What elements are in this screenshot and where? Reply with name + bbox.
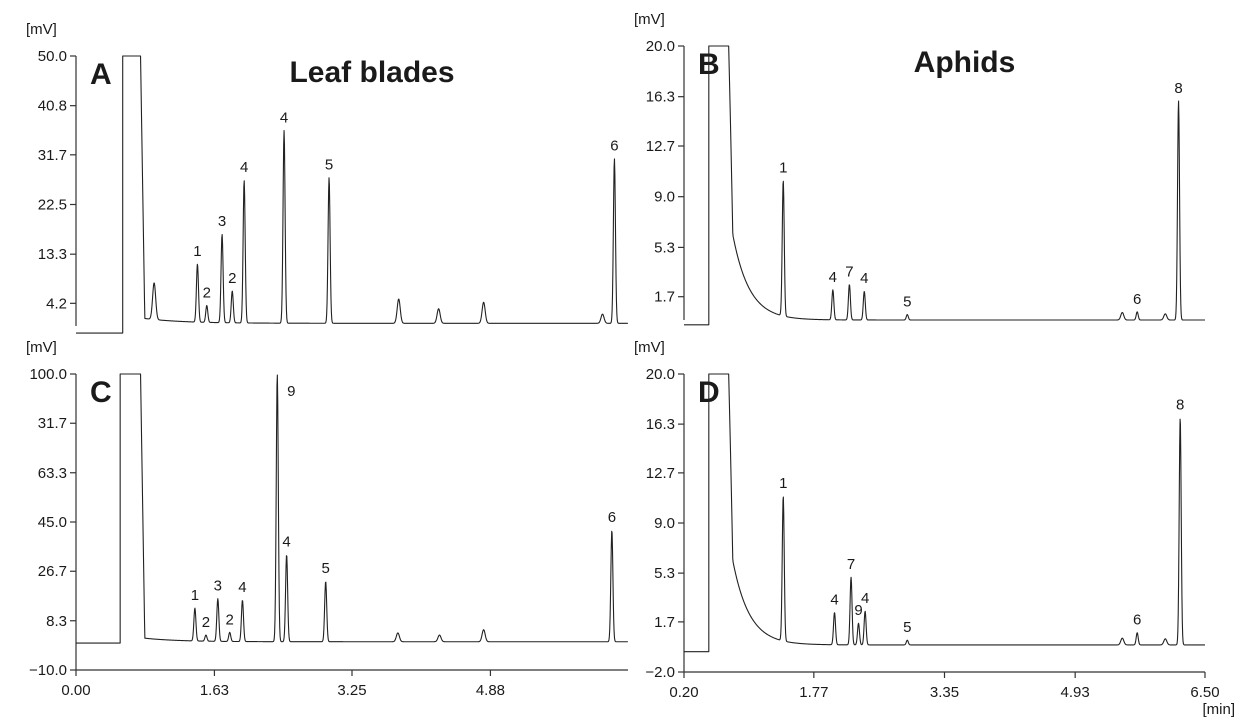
panel-letter: A (90, 58, 112, 91)
y-tick-label: 22.5 (38, 197, 67, 214)
peak-label: 6 (610, 138, 618, 155)
peak-label: 8 (1174, 80, 1182, 97)
x-tick-label: 6.50 (1190, 684, 1219, 701)
peak-label: 2 (203, 284, 211, 301)
y-tick-label: 8.3 (46, 613, 67, 630)
y-tick-label: 9.0 (654, 515, 675, 532)
panel-d-aphids: [mV] −2.0 1.7 5.3 9.0 12.7 16.3 20.0 0.20 1.77 3.3… (634, 339, 1235, 718)
panel-c-leaf-blades: [mV] −10.0 8.3 26.7 45.0 63.3 31.7 100.0 0.00 1.6… (26, 339, 629, 699)
peak-label: 3 (214, 578, 222, 595)
y-tick-label: 5.3 (654, 239, 675, 256)
x-tick-label: 3.35 (930, 684, 959, 701)
peak-label: 9 (287, 383, 295, 400)
y-tick-label: 100.0 (29, 366, 67, 383)
x-tick-label: 0.00 (61, 682, 90, 699)
panel-letter: C (90, 376, 112, 409)
peak-label: 5 (325, 157, 333, 174)
peak-label: 2 (228, 270, 236, 287)
y-unit-label: [mV] (634, 11, 665, 28)
peak-label: 6 (1133, 291, 1141, 308)
y-tick-label: 63.3 (38, 465, 67, 482)
peak-label: 6 (1133, 612, 1141, 629)
y-tick-label: 50.0 (38, 48, 67, 65)
y-tick-label: −2.0 (645, 664, 675, 681)
y-tick-label: 12.7 (646, 138, 675, 155)
peak-label: 4 (240, 159, 248, 176)
y-tick-label: 26.7 (38, 563, 67, 580)
x-tick-label: 1.77 (799, 684, 828, 701)
peak-label: 4 (861, 590, 869, 607)
y-tick-label: 45.0 (38, 514, 67, 531)
panel-title: Leaf blades (289, 56, 454, 89)
y-unit-label: [mV] (634, 339, 665, 356)
x-tick-label: 1.63 (200, 682, 229, 699)
y-tick-label: 31.7 (38, 415, 67, 432)
chromatogram-trace (684, 45, 1206, 326)
peak-label: 9 (854, 602, 862, 619)
peak-label: 4 (860, 270, 868, 287)
y-tick-label: 20.0 (646, 366, 675, 383)
peak-label: 4 (282, 533, 290, 550)
x-unit-label: [min] (1202, 701, 1235, 718)
y-tick-label: 5.3 (654, 565, 675, 582)
panel-title: Aphids (914, 46, 1016, 79)
y-tick-label: 12.7 (646, 465, 675, 482)
peak-label: 2 (226, 611, 234, 628)
chromatogram-trace (76, 373, 629, 644)
peak-label: 8 (1176, 396, 1184, 413)
peak-label: 3 (218, 213, 226, 230)
x-tick-label: 0.20 (669, 684, 698, 701)
chromatogram-trace (684, 373, 1206, 653)
y-tick-label: 1.7 (654, 614, 675, 631)
chromatogram-trace (76, 55, 629, 334)
peak-label: 5 (903, 619, 911, 636)
peak-label: 1 (191, 587, 199, 604)
y-unit-label: [mV] (26, 21, 57, 38)
y-tick-label: 31.7 (38, 147, 67, 164)
peak-label: 7 (847, 556, 855, 573)
y-tick-label: 16.3 (646, 89, 675, 106)
x-tick-label: 4.93 (1061, 684, 1090, 701)
peak-label: 4 (280, 110, 288, 127)
peak-label: 5 (903, 294, 911, 311)
y-tick-label: −10.0 (29, 662, 67, 679)
y-tick-label: 40.8 (38, 98, 67, 115)
peak-label: 1 (779, 159, 787, 176)
y-tick-label: 20.0 (646, 38, 675, 55)
x-tick-label: 4.88 (476, 682, 505, 699)
peak-label: 5 (322, 560, 330, 577)
peak-label: 4 (830, 591, 838, 608)
peak-label: 7 (845, 263, 853, 280)
peak-label: 2 (202, 614, 210, 631)
y-tick-label: 13.3 (38, 246, 67, 263)
peak-label: 1 (779, 475, 787, 492)
y-tick-label: 1.7 (654, 289, 675, 306)
y-tick-label: 9.0 (654, 189, 675, 206)
peak-label: 4 (829, 269, 837, 286)
peak-label: 6 (608, 509, 616, 526)
panel-a-leaf-blades: [mV] 4.2 13.3 22.5 31.7 40.8 50.0 A Leaf blades 1… (26, 21, 629, 334)
x-tick-label: 3.25 (337, 682, 366, 699)
y-tick-label: 16.3 (646, 416, 675, 433)
peak-label: 1 (193, 243, 201, 260)
peak-label: 4 (238, 579, 246, 596)
y-tick-label: 4.2 (46, 295, 67, 312)
y-unit-label: [mV] (26, 339, 57, 356)
